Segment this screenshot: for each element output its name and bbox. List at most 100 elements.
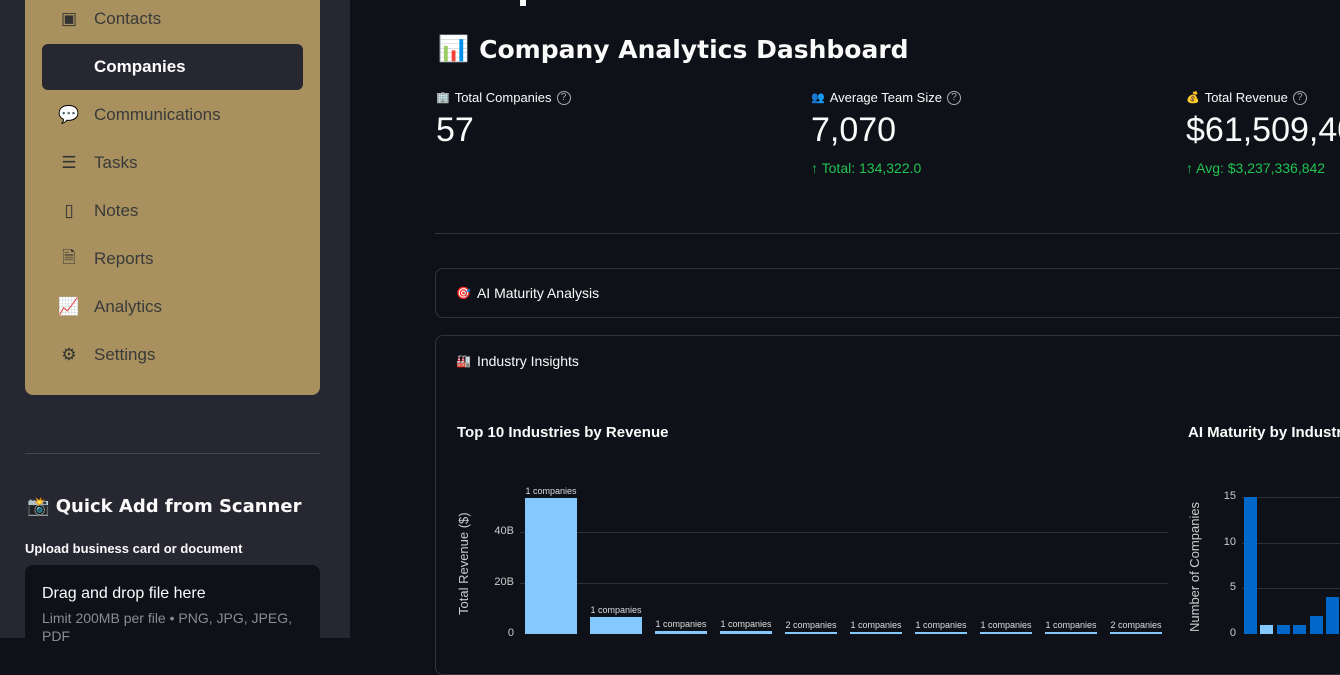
gridline [520, 532, 1168, 533]
metric-label-text: Total Companies [454, 90, 552, 105]
bar-label: 2 companies [1110, 620, 1162, 630]
metric-delta-text: Total: 134,322.0 [821, 160, 922, 176]
expander-label: Industry Insights [476, 353, 579, 369]
upload-label: Upload business card or document [25, 541, 243, 556]
bar [785, 632, 837, 634]
bar [1260, 624, 1273, 634]
sidebar-item-communications[interactable]: 💬 Communications [42, 92, 303, 138]
sidebar-item-label: Tasks [94, 153, 138, 172]
expander-label: AI Maturity Analysis [476, 285, 600, 301]
metric-card: 👥 Average Team Size? 7,070 ↑ Total: 134,32… [811, 90, 961, 176]
metric-value: $61,509,40 [1186, 111, 1340, 149]
metric-label-text: Total Revenue [1204, 90, 1288, 105]
quick-add-label: Quick Add from Scanner [55, 496, 302, 517]
sidebar-item-label: Settings [94, 345, 156, 364]
metric-label: 🏢 Total Companies? [436, 90, 571, 105]
bar-label: 1 companies [720, 619, 772, 630]
notebook-icon: ▯ [64, 201, 74, 220]
bar [1276, 624, 1290, 634]
bar-label: 1 companies [850, 620, 902, 630]
metric-label: 👥 Average Team Size? [811, 90, 961, 105]
help-icon[interactable]: ? [1292, 90, 1307, 105]
gridline [520, 583, 1168, 584]
bar [1293, 624, 1306, 634]
metric-label: 💰 Total Revenue? [1186, 90, 1340, 105]
sidebar-item-contacts[interactable]: ▣ Contacts [42, 0, 303, 42]
sidebar-item-label: Communications [94, 105, 221, 124]
bar-label: 1 companies [590, 604, 642, 615]
sidebar-item-label: Contacts [94, 9, 162, 28]
sidebar-item-label: Companies [94, 57, 186, 76]
gridline [1242, 542, 1340, 544]
sidebar-item-label: Notes [94, 201, 139, 220]
bar [915, 632, 967, 634]
metric-icon: 👥 [811, 92, 825, 104]
bar [1045, 632, 1097, 634]
sidebar-item-analytics[interactable]: 📈 Analytics [42, 284, 303, 330]
y-tick-label: 40B [494, 525, 514, 537]
gear-icon: ⚙ [61, 345, 77, 364]
bar-chart-icon: 📊 [438, 34, 470, 63]
bar [590, 616, 642, 634]
y-tick-label: 0 [507, 627, 514, 639]
bar [655, 630, 707, 634]
expander-ai-maturity[interactable]: 🎯 AI Maturity Analysis [435, 268, 1340, 318]
metric-icon: 🏢 [436, 92, 450, 104]
gridline [1242, 588, 1340, 590]
bar [1309, 615, 1323, 634]
bar [525, 497, 577, 634]
divider [435, 233, 1340, 234]
metric-delta: ↑ Total: 134,322.0 [811, 160, 961, 176]
bar-label: 1 companies [655, 618, 707, 629]
sidebar-item-notes[interactable]: ▯ Notes [42, 188, 303, 234]
bar-label: 1 companies [980, 620, 1032, 630]
bar-label: 2 companies [785, 620, 837, 630]
contact-card-icon: ▣ [60, 9, 78, 28]
sidebar-item-label: Reports [94, 249, 154, 268]
chart-title: Top 10 Industries by Revenue [457, 424, 669, 441]
camera-icon: 📸 [27, 496, 50, 517]
factory-icon: 🏭 [456, 354, 471, 368]
y-tick-label: 5 [1229, 581, 1236, 594]
divider [25, 453, 320, 454]
sidebar-item-companies[interactable]: Companies [42, 44, 303, 90]
y-axis-label: Number of Companies [1187, 501, 1202, 632]
page-heading-fragment [520, 0, 526, 6]
sidebar: ▣ Contacts Companies 💬 Communications ☰ Tasks ▯… [0, 0, 350, 655]
line-chart-icon: 📈 [58, 297, 80, 316]
metric-value: 7,070 [811, 111, 897, 149]
help-icon[interactable]: ? [556, 90, 571, 105]
list-icon: ☰ [61, 153, 77, 172]
arrow-up-icon: ↑ [811, 160, 818, 176]
dropzone-title: Drag and drop file here [42, 585, 206, 602]
help-icon[interactable]: ? [946, 90, 961, 105]
bar [1326, 597, 1339, 634]
sidebar-item-settings[interactable]: ⚙ Settings [42, 332, 303, 378]
chart-title: AI Maturity by Industry [1188, 424, 1340, 441]
document-icon: 🗎 [62, 247, 76, 267]
y-tick-label: 10 [1223, 535, 1236, 548]
gridline [1242, 497, 1340, 499]
metric-card: 🏢 Total Companies? 57 [436, 90, 571, 150]
metric-value: 57 [436, 111, 474, 149]
y-tick-label: 15 [1223, 490, 1236, 503]
arrow-up-icon: ↑ [1186, 160, 1193, 176]
metric-delta-text: Avg: $3,237,336,842 [1196, 160, 1326, 176]
sidebar-item-tasks[interactable]: ☰ Tasks [42, 140, 303, 186]
file-dropzone[interactable]: Drag and drop file here Limit 200MB per … [25, 565, 320, 655]
dropzone-hint: Limit 200MB per file • PNG, JPG, JPEG, P… [42, 610, 292, 644]
metric-icon: 💰 [1186, 92, 1200, 104]
bar-label: 1 companies [915, 620, 967, 630]
sidebar-item-label: Analytics [94, 297, 163, 316]
bar-label: 1 companies [525, 485, 577, 496]
y-tick-label: 20B [494, 576, 514, 588]
metric-card: 💰 Total Revenue? $61,509,40 ↑ Avg: $3,237,… [1186, 90, 1340, 176]
bar [1110, 632, 1162, 634]
target-icon: 🎯 [456, 286, 471, 300]
y-axis-label: Total Revenue ($) [456, 512, 471, 615]
quick-add-title: 📸 Quick Add from Scanner [27, 496, 301, 517]
bar [1243, 497, 1257, 634]
bar [980, 632, 1032, 634]
metric-delta: ↑ Avg: $3,237,336,842 [1186, 160, 1340, 176]
sidebar-item-reports[interactable]: 🗎 Reports [42, 236, 303, 282]
